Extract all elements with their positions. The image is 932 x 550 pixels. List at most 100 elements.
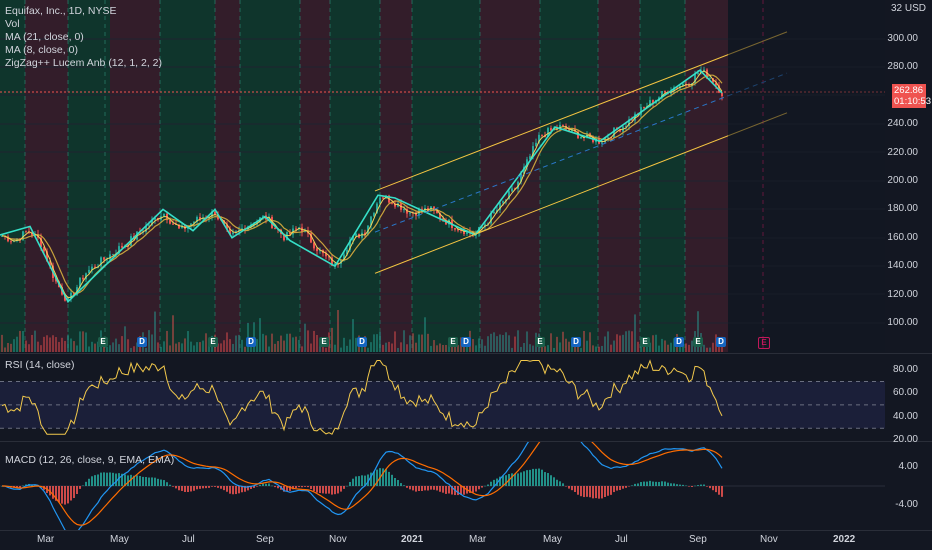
dividend-marker[interactable]: D <box>716 337 726 347</box>
currency-label[interactable]: 32 USD <box>891 3 926 14</box>
macd-axis[interactable]: 4.00 -4.00 <box>885 442 932 530</box>
macd-histogram-bar <box>373 471 375 486</box>
candle-body <box>532 146 534 157</box>
macd-histogram-bar <box>448 486 450 494</box>
macd-histogram-bar <box>382 468 384 486</box>
earnings-marker[interactable]: E <box>319 337 329 347</box>
volume-bar <box>58 341 60 352</box>
legend-ma21[interactable]: MA (21, close, 0) <box>5 31 84 43</box>
rsi-canvas[interactable] <box>0 354 885 440</box>
volume-bar <box>313 330 315 352</box>
session-zone <box>598 0 640 352</box>
candle-body <box>415 212 417 216</box>
dividend-marker[interactable]: D <box>137 337 147 347</box>
volume-bar <box>223 340 225 352</box>
macd-histogram-bar <box>187 486 189 493</box>
dividend-marker[interactable]: D <box>357 337 367 347</box>
macd-histogram-bar <box>268 483 270 486</box>
price-tick: 300.00 <box>887 33 918 44</box>
macd-histogram-bar <box>283 486 285 492</box>
candle-body <box>109 254 111 260</box>
price-axis[interactable]: 32 USD 300.00 280.00 240.00 220.00 200.00 180… <box>885 0 932 352</box>
price-chart-canvas[interactable] <box>0 0 885 352</box>
candle-body <box>304 230 306 233</box>
pane-separator[interactable] <box>0 441 932 442</box>
volume-bar <box>46 335 48 352</box>
macd-canvas[interactable] <box>0 442 885 530</box>
volume-bar <box>1 334 3 352</box>
candle-body <box>79 277 81 288</box>
candle-body <box>625 126 627 128</box>
macd-histogram-bar <box>208 486 210 488</box>
zigzag-line <box>0 69 723 304</box>
legend-symbol[interactable]: Equifax, Inc., 1D, NYSE <box>5 5 117 17</box>
volume-bar <box>646 345 648 352</box>
volume-bar <box>340 347 342 352</box>
pane-separator[interactable] <box>0 353 932 354</box>
time-tick: Jul <box>615 534 628 545</box>
volume-bar <box>199 342 201 352</box>
volume-bar <box>52 335 54 352</box>
volume-bar <box>352 319 354 352</box>
candle-body <box>493 211 495 214</box>
macd-histogram-bar <box>151 477 153 486</box>
earnings-marker[interactable]: E <box>640 337 650 347</box>
candle-body <box>652 100 654 104</box>
dividend-marker[interactable]: D <box>571 337 581 347</box>
candle-body <box>316 248 318 252</box>
rsi-legend[interactable]: RSI (14, close) <box>5 359 75 371</box>
candle-body <box>10 241 12 243</box>
price-tick: 180.00 <box>887 203 918 215</box>
price-chart-pane[interactable] <box>0 0 885 352</box>
rsi-axis[interactable]: 80.00 60.00 40.00 20.00 <box>885 354 932 445</box>
candle-body <box>526 159 528 167</box>
candle-body <box>697 72 699 74</box>
volume-bar <box>403 330 405 352</box>
rsi-tick: 80.00 <box>892 363 918 375</box>
volume-bar <box>130 347 132 352</box>
macd-histogram-bar <box>61 486 63 504</box>
rsi-pane[interactable] <box>0 354 885 440</box>
macd-histogram-bar <box>691 486 693 487</box>
candle-body <box>541 134 543 136</box>
macd-histogram-bar <box>715 486 717 493</box>
macd-histogram-bar <box>502 475 504 486</box>
legend-vol[interactable]: Vol <box>5 18 20 30</box>
macd-histogram-bar <box>322 486 324 494</box>
macd-legend[interactable]: MACD (12, 26, close, 9, EMA, EMA) <box>5 454 175 466</box>
volume-bar <box>229 339 231 352</box>
earnings-marker[interactable]: E <box>448 337 458 347</box>
dividend-marker[interactable]: D <box>674 337 684 347</box>
candle-body <box>433 206 435 211</box>
earnings-marker[interactable]: E <box>98 337 108 347</box>
time-axis-separator <box>0 530 932 531</box>
dividend-marker[interactable]: D <box>461 337 471 347</box>
volume-bar <box>43 336 45 352</box>
macd-histogram-bar <box>178 486 180 491</box>
earnings-marker[interactable]: E <box>693 337 703 347</box>
volume-bar <box>127 339 129 352</box>
volume-bar <box>496 336 498 352</box>
volume-bar <box>118 344 120 352</box>
upcoming-earnings-marker[interactable]: E <box>758 337 770 349</box>
legend-ma8[interactable]: MA (8, close, 0) <box>5 44 78 56</box>
earnings-marker[interactable]: E <box>535 337 545 347</box>
macd-histogram-bar <box>64 486 66 505</box>
legend-zigzag[interactable]: ZigZag++ Lucem Anb (12, 1, 2, 2) <box>5 57 163 69</box>
macd-histogram-bar <box>121 473 123 486</box>
candle-body <box>232 232 234 235</box>
candle-body <box>235 231 237 233</box>
volume-bar <box>475 345 477 352</box>
earnings-marker[interactable]: E <box>208 337 218 347</box>
macd-histogram-bar <box>406 486 408 488</box>
macd-histogram-bar <box>427 486 429 491</box>
volume-bar <box>166 330 168 352</box>
macd-histogram-bar <box>451 486 453 495</box>
volume-bar <box>424 317 426 352</box>
volume-bar <box>421 334 423 352</box>
macd-histogram-bar <box>526 470 528 486</box>
dividend-marker[interactable]: D <box>246 337 256 347</box>
macd-pane[interactable] <box>0 442 885 530</box>
price-tick: 100.00 <box>887 317 918 328</box>
volume-bar <box>151 334 153 352</box>
